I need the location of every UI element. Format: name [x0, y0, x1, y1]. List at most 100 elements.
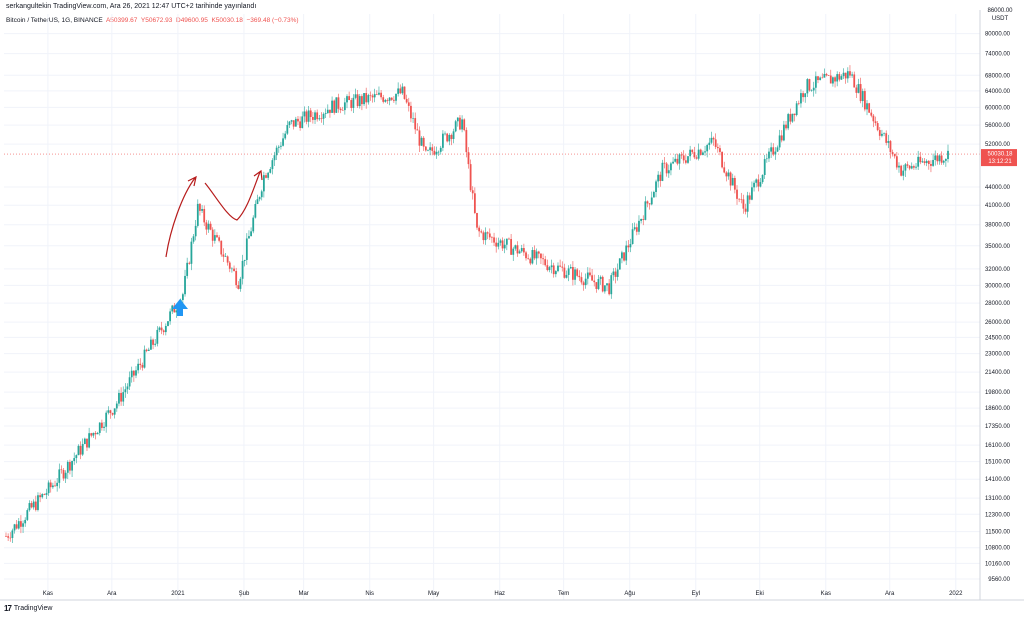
- candle-body: [139, 363, 142, 365]
- candle: [420, 136, 423, 147]
- candle: [925, 159, 928, 167]
- candle: [621, 250, 623, 264]
- time-tick-label: Ağu: [624, 591, 635, 597]
- candle: [757, 174, 760, 192]
- candle-body: [454, 121, 457, 132]
- candle: [672, 157, 674, 165]
- candle-body: [932, 159, 934, 166]
- low-value: D49600.95: [176, 17, 208, 24]
- candle-body: [11, 530, 14, 538]
- candle-body: [154, 343, 157, 345]
- candle: [787, 112, 790, 131]
- candle: [942, 159, 945, 165]
- candle: [395, 93, 397, 105]
- tradingview-wordmark: TradingView: [13, 605, 53, 612]
- candle-body: [47, 482, 50, 494]
- candle: [603, 285, 606, 294]
- candle: [297, 116, 299, 125]
- candle: [7, 533, 10, 541]
- candle: [823, 68, 826, 78]
- candle-body: [702, 152, 704, 155]
- candle: [561, 261, 564, 272]
- candle: [56, 477, 59, 492]
- candle: [670, 161, 672, 176]
- candle: [731, 173, 734, 186]
- candle: [461, 115, 463, 133]
- candle: [763, 154, 766, 179]
- candle-body: [550, 265, 553, 268]
- candle-body: [399, 88, 402, 94]
- candle: [354, 88, 357, 100]
- candle: [365, 87, 368, 109]
- price-tick-label: 38000.00: [985, 223, 1011, 229]
- candle-body: [392, 99, 395, 101]
- candle: [418, 126, 421, 153]
- candle: [606, 283, 608, 292]
- candle-body: [473, 193, 476, 213]
- candle: [471, 186, 474, 200]
- price-tick-label: 74000.00: [985, 52, 1011, 58]
- candle-body: [829, 75, 832, 84]
- candle: [569, 264, 572, 269]
- candle: [45, 488, 48, 500]
- candle: [103, 421, 105, 431]
- candle: [465, 127, 468, 158]
- candle: [484, 227, 487, 245]
- candle: [635, 223, 638, 236]
- candle-body: [375, 94, 378, 95]
- candle-body: [693, 152, 696, 158]
- candle: [120, 387, 122, 406]
- candle: [503, 238, 506, 254]
- candle: [838, 71, 841, 82]
- candle: [405, 94, 408, 104]
- price-tick-label: 30000.00: [985, 283, 1011, 289]
- candle: [748, 192, 751, 204]
- time-tick-label: Kas: [821, 591, 831, 597]
- candle-body: [262, 175, 265, 192]
- candle: [625, 240, 628, 266]
- candle: [410, 101, 412, 123]
- candle-body: [846, 71, 849, 79]
- candle: [422, 136, 425, 151]
- candle-body: [791, 113, 794, 122]
- candle-body: [915, 166, 917, 168]
- candle: [380, 89, 382, 100]
- candle-body: [834, 77, 836, 82]
- candle-body: [181, 294, 184, 300]
- candle: [448, 133, 451, 146]
- candle: [171, 304, 174, 315]
- candle-body: [81, 443, 84, 455]
- time-tick-label: Haz: [494, 591, 505, 597]
- candle-body: [448, 134, 451, 142]
- candle-body: [827, 75, 830, 76]
- candle-body: [738, 198, 741, 200]
- candle-body: [857, 84, 860, 93]
- candle: [43, 493, 46, 496]
- candle-body: [484, 232, 487, 241]
- candle: [446, 132, 449, 143]
- candle: [906, 161, 909, 169]
- candle-body: [341, 110, 344, 111]
- price-tick-label: 10800.00: [985, 546, 1011, 552]
- candle: [322, 112, 325, 125]
- candle: [459, 115, 461, 131]
- candle-body: [126, 386, 129, 390]
- candle: [525, 250, 527, 261]
- candle-body: [497, 242, 500, 247]
- candle: [761, 174, 764, 184]
- candle: [290, 119, 293, 125]
- candle: [652, 190, 655, 198]
- candle-body: [329, 109, 331, 113]
- candle-body: [346, 96, 348, 103]
- candle: [499, 238, 502, 246]
- candle-body: [239, 278, 242, 289]
- candle-body: [237, 285, 240, 289]
- candle-body: [224, 256, 227, 257]
- candle: [86, 438, 88, 451]
- candle-body: [248, 236, 250, 239]
- candle: [109, 409, 112, 419]
- candle: [659, 171, 662, 187]
- time-tick-label: 2021: [171, 591, 185, 597]
- candle-body: [196, 203, 199, 226]
